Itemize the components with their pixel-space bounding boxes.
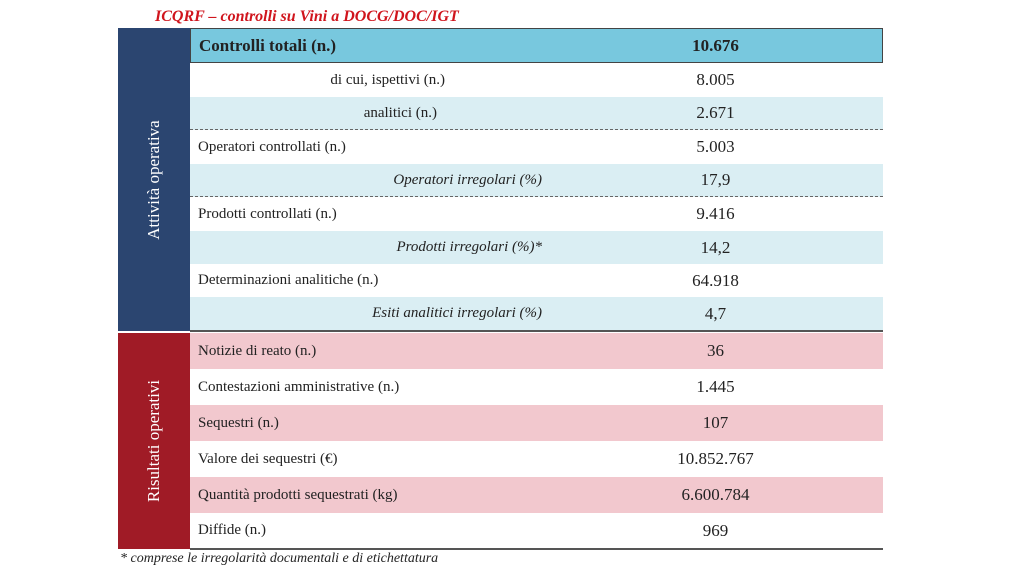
row: analitici (n.) 2.671 bbox=[190, 97, 883, 130]
cell: Operatori controllati (n.) bbox=[198, 138, 346, 155]
section-text: Risultati operativi bbox=[144, 379, 163, 503]
cell: 10.676 bbox=[692, 35, 739, 55]
table-top: Controlli totali (n.) 10.676 di cui, ispe… bbox=[190, 28, 883, 332]
row: di cui, ispettivi (n.) 8.005 bbox=[190, 63, 883, 97]
cell: 6.600.784 bbox=[681, 485, 750, 504]
row: Valore dei sequestri (€) 10.852.767 bbox=[190, 441, 883, 477]
cell: Sequestri (n.) bbox=[198, 414, 279, 431]
cell: Controlli totali (n.) bbox=[199, 35, 337, 55]
row: Diffide (n.) 969 bbox=[190, 513, 883, 548]
row: Controlli totali (n.) 10.676 bbox=[190, 28, 883, 63]
cell: 10.852.767 bbox=[677, 449, 754, 468]
cell: 8.005 bbox=[696, 70, 735, 89]
section-label: Risultati operativi bbox=[118, 333, 190, 549]
row: Prodotti irregolari (%)* 14,2 bbox=[190, 231, 883, 264]
cell: Prodotti irregolari (%)* bbox=[396, 239, 542, 255]
row: Esiti analitici irregolari (%) 4,7 bbox=[190, 297, 883, 330]
cell: Quantità prodotti sequestrati (kg) bbox=[198, 486, 398, 503]
cell: 4,7 bbox=[704, 303, 727, 323]
row: Quantità prodotti sequestrati (kg) 6.600.… bbox=[190, 477, 883, 513]
cell: 2.671 bbox=[696, 103, 735, 122]
section-label: Attività operativa bbox=[118, 28, 190, 331]
cell: 107 bbox=[702, 413, 729, 432]
title: ICQRF – controlli su Vini a DOCG/DOC/IGT bbox=[155, 8, 459, 25]
cell: 9.416 bbox=[696, 204, 735, 223]
cell: Determinazioni analitiche (n.) bbox=[198, 272, 379, 288]
table-bottom: Notizie di reato (n.) 36 Contestazioni am… bbox=[190, 333, 883, 550]
footnote: * comprese le irregolarità documentali e… bbox=[120, 551, 439, 566]
cell: Notizie di reato (n.) bbox=[198, 342, 317, 359]
cell: Valore dei sequestri (€) bbox=[198, 450, 338, 467]
cell: Operatori irregolari (%) bbox=[393, 171, 542, 188]
cell: Diffide (n.) bbox=[198, 522, 267, 538]
cell: 17,9 bbox=[700, 170, 731, 189]
row: Prodotti controllati (n.) 9.416 bbox=[190, 197, 883, 231]
cell: Contestazioni amministrative (n.) bbox=[198, 378, 400, 395]
row: Notizie di reato (n.) 36 bbox=[190, 333, 883, 369]
cell: Prodotti controllati (n.) bbox=[198, 205, 337, 222]
cell: analitici (n.) bbox=[363, 104, 437, 121]
section-text: Attività operativa bbox=[144, 119, 163, 240]
cell: 64.918 bbox=[692, 270, 739, 290]
cell: di cui, ispettivi (n.) bbox=[330, 71, 445, 88]
cell: Esiti analitici irregolari (%) bbox=[372, 305, 542, 321]
row: Operatori irregolari (%) 17,9 bbox=[190, 164, 883, 197]
cell: 5.003 bbox=[696, 137, 735, 156]
row: Sequestri (n.) 107 bbox=[190, 405, 883, 441]
row: Determinazioni analitiche (n.) 64.918 bbox=[190, 264, 883, 297]
row: Operatori controllati (n.) 5.003 bbox=[190, 130, 883, 164]
cell: 14,2 bbox=[700, 237, 731, 257]
row: Contestazioni amministrative (n.) 1.445 bbox=[190, 369, 883, 405]
cell: 1.445 bbox=[696, 377, 735, 396]
cell: 969 bbox=[702, 520, 729, 540]
cell: 36 bbox=[707, 341, 724, 360]
